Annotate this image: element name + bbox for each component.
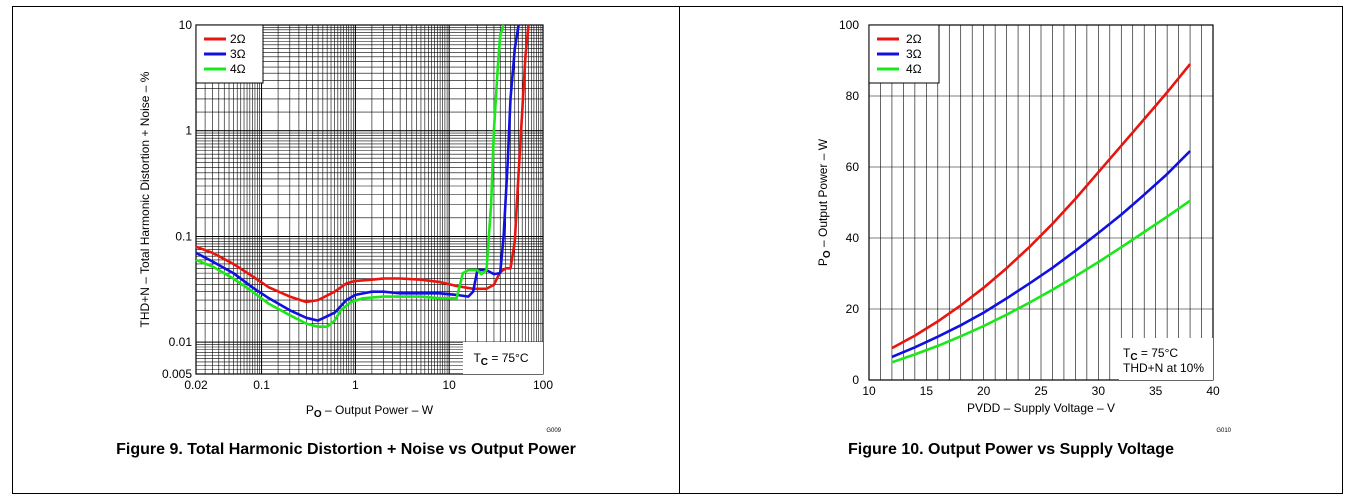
series-line — [195, 24, 520, 322]
figure-code: G010 — [1216, 428, 1231, 434]
figure-9-panel: 0.02 0.1 1 10 100 0.005 0.01 0.1 1 10 PO – Output … — [12, 6, 680, 494]
figure-10-panel: 10 15 20 25 30 35 40 0 20 40 60 80 100 PVDD – Supply … — [679, 6, 1343, 494]
figure-10-caption: Figure 10. Output Power vs Supply Voltag… — [848, 441, 1174, 458]
series-line — [195, 24, 505, 329]
plot-frame — [868, 24, 1214, 381]
x-tick-label: 20 — [977, 384, 991, 398]
x-tick-label: 1 — [352, 378, 359, 392]
y-tick-label: 10 — [179, 18, 193, 32]
x-tick-label: 25 — [1034, 384, 1048, 398]
annotation-box — [1119, 338, 1213, 380]
y-tick-label: 1 — [185, 124, 192, 138]
legend-label: 4Ω — [906, 62, 922, 76]
x-tick-label: 10 — [862, 384, 876, 398]
series-line — [891, 199, 1191, 364]
legend-label: 2Ω — [906, 32, 922, 46]
annotation: TC = 75°C — [463, 342, 543, 374]
annotation-text: TC = 75°C — [1123, 346, 1178, 363]
y-tick-label: 60 — [846, 160, 860, 174]
thd-chart: 0.02 0.1 1 10 100 0.005 0.01 0.1 1 10 PO – Output … — [138, 18, 562, 434]
x-tick-label: 10 — [443, 378, 457, 392]
x-tick-label: 0.1 — [253, 378, 270, 392]
legend-label: 2Ω — [230, 32, 246, 46]
grid — [869, 25, 1213, 380]
y-tick-label: 0.1 — [175, 229, 192, 243]
annotation-box — [463, 342, 543, 374]
x-tick-label: 0.02 — [184, 378, 208, 392]
x-tick-label: 15 — [920, 384, 934, 398]
y-tick-label: 0 — [852, 373, 859, 387]
x-tick-label: 30 — [1092, 384, 1106, 398]
legend-label: 4Ω — [230, 62, 246, 76]
y-tick-label: 80 — [846, 89, 860, 103]
y-tick-label: 100 — [839, 18, 859, 32]
legend-label: 3Ω — [230, 47, 246, 61]
output-power-chart: 10 15 20 25 30 35 40 0 20 40 60 80 100 PVDD – Supply … — [816, 18, 1232, 434]
y-axis-label: THD+N – Total Harmonic Distortion + Nois… — [138, 71, 152, 327]
plot-frame — [195, 24, 544, 375]
y-axis-label: PO – Output Power – W — [816, 138, 833, 266]
annotation-text-line2: THD+N at 10% — [1123, 361, 1204, 375]
y-tick-label: 0.005 — [162, 367, 192, 381]
x-tick-label: 40 — [1206, 384, 1220, 398]
series-line — [891, 63, 1192, 350]
legend-box — [868, 24, 940, 84]
series-line — [891, 150, 1192, 359]
y-tick-label: 0.01 — [169, 335, 193, 349]
series-line — [195, 24, 530, 304]
x-tick-label: 100 — [533, 378, 553, 392]
x-axis-label: PO – Output Power – W — [306, 403, 434, 420]
y-tick-label: 40 — [846, 231, 860, 245]
x-axis-label: PVDD – Supply Voltage – V — [967, 401, 1115, 415]
x-tick-label: 35 — [1149, 384, 1163, 398]
legend-label: 3Ω — [906, 47, 922, 61]
figure-9-caption: Figure 9. Total Harmonic Distortion + No… — [116, 441, 576, 458]
y-tick-label: 20 — [846, 302, 860, 316]
annotation-text: TC = 75°C — [473, 351, 528, 368]
figure-code: G009 — [546, 428, 561, 434]
